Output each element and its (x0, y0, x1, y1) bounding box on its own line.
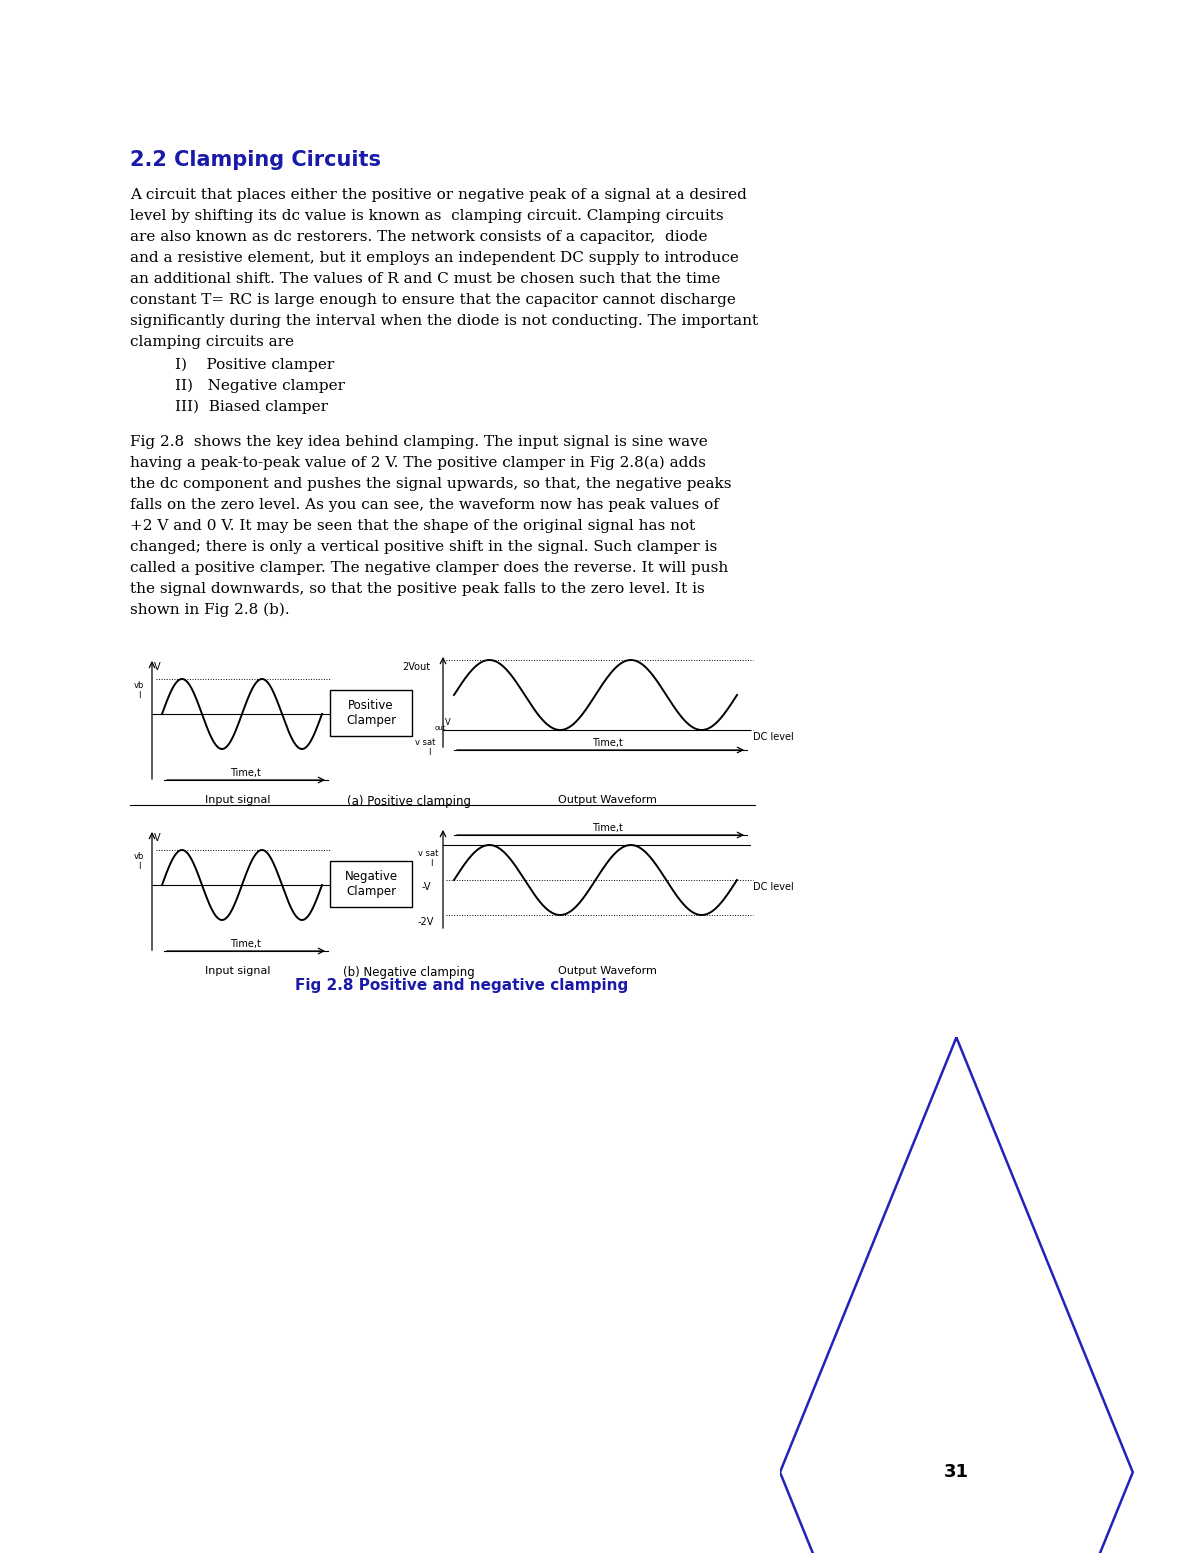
Text: and a resistive element, but it employs an independent DC supply to introduce: and a resistive element, but it employs … (130, 252, 739, 266)
Text: v sat: v sat (418, 849, 438, 857)
Text: changed; there is only a vertical positive shift in the signal. Such clamper is: changed; there is only a vertical positi… (130, 540, 718, 554)
Text: Time,t: Time,t (229, 940, 260, 949)
Text: Input signal: Input signal (205, 966, 271, 975)
Text: DC level: DC level (754, 731, 793, 742)
Text: Time,t: Time,t (592, 738, 623, 749)
Text: vb: vb (134, 853, 144, 860)
Text: I: I (428, 749, 431, 756)
Text: I)    Positive clamper: I) Positive clamper (175, 359, 335, 373)
Text: 2Vout: 2Vout (402, 662, 430, 672)
Text: I: I (138, 862, 140, 871)
Text: Positive
Clamper: Positive Clamper (346, 699, 396, 727)
Text: Negative
Clamper: Negative Clamper (344, 870, 397, 898)
Text: (b) Negative clamping: (b) Negative clamping (343, 966, 475, 978)
Text: 31: 31 (944, 1463, 968, 1482)
Text: -V: -V (422, 882, 432, 891)
Text: Input signal: Input signal (205, 795, 271, 804)
Text: V: V (154, 662, 161, 672)
Text: an additional shift. The values of R and C must be chosen such that the time: an additional shift. The values of R and… (130, 272, 720, 286)
Text: Output Waveform: Output Waveform (558, 966, 656, 975)
Text: Time,t: Time,t (229, 769, 260, 778)
Text: significantly during the interval when the diode is not conducting. The importan: significantly during the interval when t… (130, 314, 758, 328)
Text: 2.2 Clamping Circuits: 2.2 Clamping Circuits (130, 151, 382, 169)
Text: III)  Biased clamper: III) Biased clamper (175, 401, 328, 415)
Text: Fig 2.8 Positive and negative clamping: Fig 2.8 Positive and negative clamping (295, 978, 629, 992)
FancyBboxPatch shape (330, 690, 412, 736)
Text: vb: vb (134, 682, 144, 690)
Text: level by shifting its dc value is known as  clamping circuit. Clamping circuits: level by shifting its dc value is known … (130, 210, 724, 224)
Text: II)   Negative clamper: II) Negative clamper (175, 379, 346, 393)
Text: are also known as dc restorers. The network consists of a capacitor,  diode: are also known as dc restorers. The netw… (130, 230, 708, 244)
Text: shown in Fig 2.8 (b).: shown in Fig 2.8 (b). (130, 603, 289, 618)
Text: Output Waveform: Output Waveform (558, 795, 656, 804)
Text: out: out (436, 725, 446, 731)
Text: the dc component and pushes the signal upwards, so that, the negative peaks: the dc component and pushes the signal u… (130, 477, 732, 491)
Text: DC level: DC level (754, 882, 793, 891)
Text: I: I (138, 691, 140, 700)
Text: falls on the zero level. As you can see, the waveform now has peak values of: falls on the zero level. As you can see,… (130, 499, 719, 512)
Text: called a positive clamper. The negative clamper does the reverse. It will push: called a positive clamper. The negative … (130, 561, 728, 575)
Text: (a) Positive clamping: (a) Positive clamping (347, 795, 470, 808)
Text: constant T= RC is large enough to ensure that the capacitor cannot discharge: constant T= RC is large enough to ensure… (130, 294, 736, 307)
Text: Fig 2.8  shows the key idea behind clamping. The input signal is sine wave: Fig 2.8 shows the key idea behind clampi… (130, 435, 708, 449)
Text: I: I (430, 859, 432, 868)
Text: clamping circuits are: clamping circuits are (130, 335, 294, 349)
Text: the signal downwards, so that the positive peak falls to the zero level. It is: the signal downwards, so that the positi… (130, 582, 704, 596)
Text: A circuit that places either the positive or negative peak of a signal at a desi: A circuit that places either the positiv… (130, 188, 746, 202)
FancyBboxPatch shape (330, 860, 412, 907)
Text: +2 V and 0 V. It may be seen that the shape of the original signal has not: +2 V and 0 V. It may be seen that the sh… (130, 519, 695, 533)
Text: v sat: v sat (415, 738, 436, 747)
Text: having a peak-to-peak value of 2 V. The positive clamper in Fig 2.8(a) adds: having a peak-to-peak value of 2 V. The … (130, 457, 706, 471)
Text: V: V (445, 717, 451, 727)
Text: Time,t: Time,t (592, 823, 623, 832)
Text: -2V: -2V (418, 916, 434, 927)
Circle shape (860, 1115, 1052, 1553)
Text: V: V (154, 832, 161, 843)
